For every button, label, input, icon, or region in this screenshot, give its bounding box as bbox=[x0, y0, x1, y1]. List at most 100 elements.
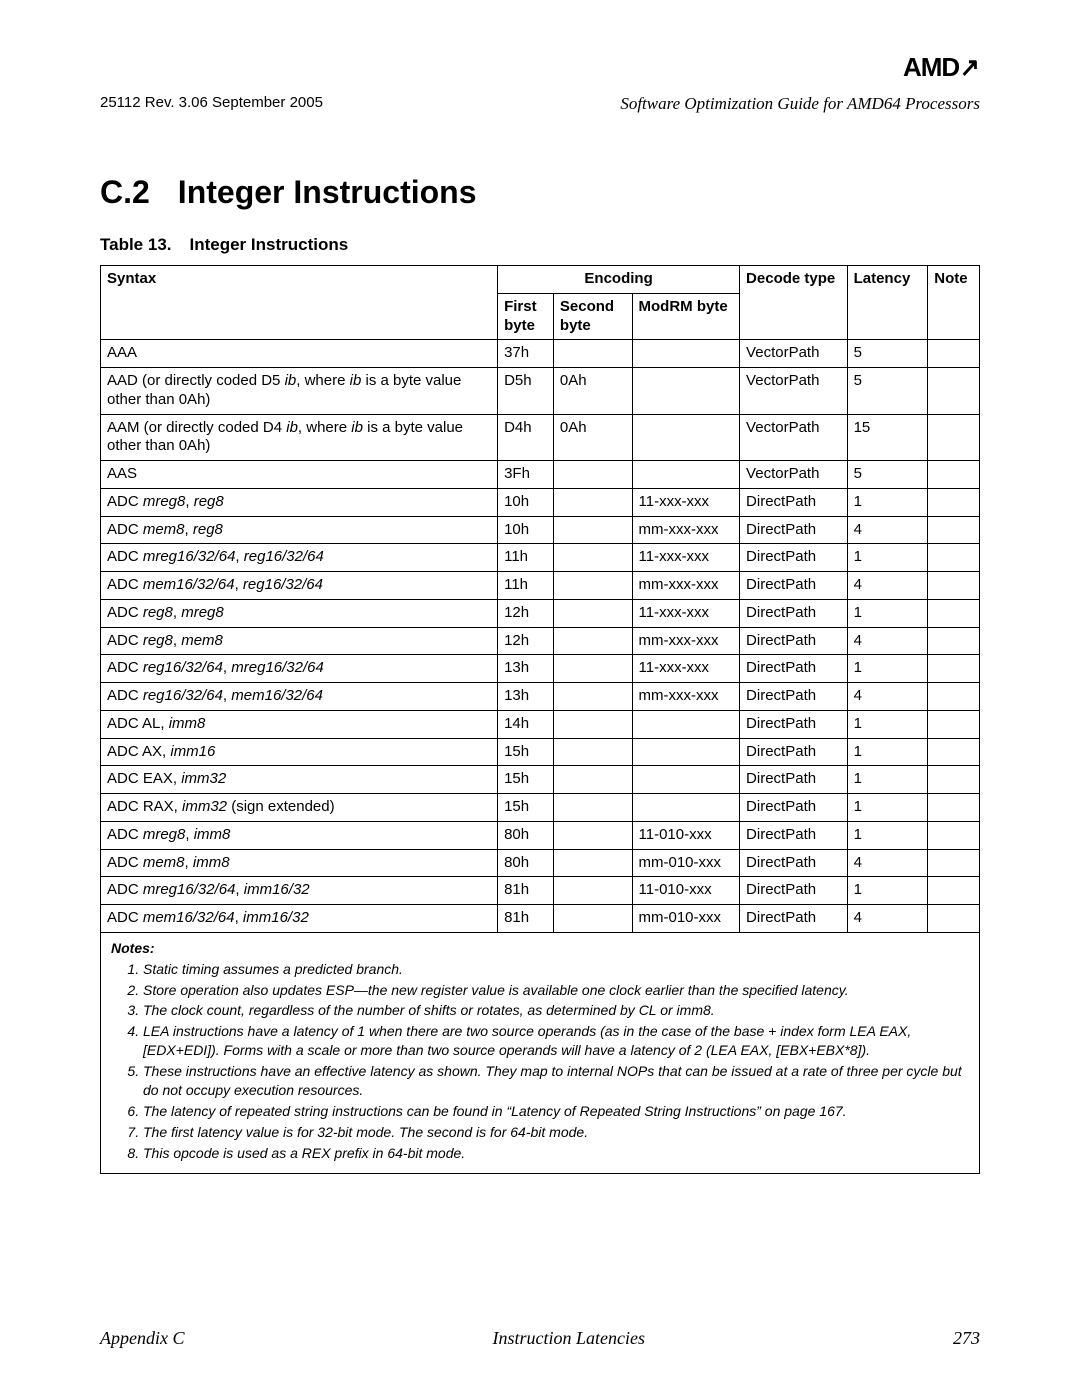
cell-modrm: 11-xxx-xxx bbox=[632, 488, 740, 516]
cell-first-byte: 12h bbox=[498, 599, 554, 627]
cell-note bbox=[928, 340, 980, 368]
cell-second-byte bbox=[553, 877, 632, 905]
cell-decode-type: DirectPath bbox=[740, 655, 848, 683]
th-modrm: ModRM byte bbox=[632, 293, 740, 340]
cell-decode-type: DirectPath bbox=[740, 905, 848, 933]
cell-latency: 5 bbox=[847, 340, 928, 368]
table-row: ADC EAX, imm3215hDirectPath1 bbox=[101, 766, 980, 794]
cell-decode-type: DirectPath bbox=[740, 544, 848, 572]
page-footer: Appendix C Instruction Latencies 273 bbox=[100, 1328, 980, 1349]
header-left: 25112 Rev. 3.06 September 2005 bbox=[100, 94, 323, 114]
cell-decode-type: DirectPath bbox=[740, 821, 848, 849]
notes-title: Notes: bbox=[111, 939, 969, 958]
cell-decode-type: VectorPath bbox=[740, 368, 848, 415]
cell-modrm: 11-xxx-xxx bbox=[632, 544, 740, 572]
cell-decode-type: DirectPath bbox=[740, 683, 848, 711]
cell-second-byte bbox=[553, 821, 632, 849]
th-first-byte: First byte bbox=[498, 293, 554, 340]
table-row: ADC mreg8, imm880h11-010-xxxDirectPath1 bbox=[101, 821, 980, 849]
cell-first-byte: 10h bbox=[498, 516, 554, 544]
cell-syntax: ADC mreg8, imm8 bbox=[101, 821, 498, 849]
table-row: ADC mem8, reg810hmm-xxx-xxxDirectPath4 bbox=[101, 516, 980, 544]
cell-modrm bbox=[632, 461, 740, 489]
cell-second-byte bbox=[553, 488, 632, 516]
footer-center: Instruction Latencies bbox=[493, 1328, 645, 1349]
cell-syntax: AAA bbox=[101, 340, 498, 368]
cell-second-byte bbox=[553, 516, 632, 544]
cell-second-byte bbox=[553, 849, 632, 877]
cell-latency: 1 bbox=[847, 738, 928, 766]
cell-second-byte bbox=[553, 905, 632, 933]
section-name: Integer Instructions bbox=[178, 174, 477, 210]
cell-decode-type: DirectPath bbox=[740, 738, 848, 766]
cell-latency: 1 bbox=[847, 599, 928, 627]
cell-latency: 5 bbox=[847, 368, 928, 415]
page: AMD↗ 25112 Rev. 3.06 September 2005 Soft… bbox=[0, 0, 1080, 1397]
cell-note bbox=[928, 368, 980, 415]
cell-decode-type: DirectPath bbox=[740, 516, 848, 544]
cell-syntax: ADC EAX, imm32 bbox=[101, 766, 498, 794]
cell-syntax: ADC reg16/32/64, mreg16/32/64 bbox=[101, 655, 498, 683]
cell-modrm bbox=[632, 340, 740, 368]
cell-first-byte: 15h bbox=[498, 794, 554, 822]
cell-decode-type: DirectPath bbox=[740, 627, 848, 655]
cell-decode-type: VectorPath bbox=[740, 414, 848, 461]
cell-first-byte: 81h bbox=[498, 877, 554, 905]
logo-text: AMD bbox=[903, 52, 959, 82]
cell-syntax: ADC AL, imm8 bbox=[101, 710, 498, 738]
cell-latency: 4 bbox=[847, 516, 928, 544]
cell-syntax: ADC reg16/32/64, mem16/32/64 bbox=[101, 683, 498, 711]
table-row: ADC AL, imm814hDirectPath1 bbox=[101, 710, 980, 738]
cell-second-byte bbox=[553, 572, 632, 600]
cell-modrm bbox=[632, 738, 740, 766]
table-row: ADC RAX, imm32 (sign extended)15hDirectP… bbox=[101, 794, 980, 822]
cell-second-byte bbox=[553, 738, 632, 766]
table-row: AAS3FhVectorPath5 bbox=[101, 461, 980, 489]
cell-second-byte bbox=[553, 794, 632, 822]
table-row: ADC mem8, imm880hmm-010-xxxDirectPath4 bbox=[101, 849, 980, 877]
cell-second-byte bbox=[553, 710, 632, 738]
cell-note bbox=[928, 821, 980, 849]
cell-modrm bbox=[632, 710, 740, 738]
cell-modrm: mm-xxx-xxx bbox=[632, 627, 740, 655]
table-row: ADC reg16/32/64, mem16/32/6413hmm-xxx-xx… bbox=[101, 683, 980, 711]
note-item: LEA instructions have a latency of 1 whe… bbox=[143, 1022, 969, 1060]
note-item: The clock count, regardless of the numbe… bbox=[143, 1001, 969, 1020]
cell-modrm: 11-010-xxx bbox=[632, 821, 740, 849]
th-latency: Latency bbox=[847, 266, 928, 340]
cell-note bbox=[928, 655, 980, 683]
cell-syntax: ADC mreg16/32/64, imm16/32 bbox=[101, 877, 498, 905]
cell-note bbox=[928, 544, 980, 572]
th-note: Note bbox=[928, 266, 980, 340]
cell-note bbox=[928, 572, 980, 600]
cell-latency: 1 bbox=[847, 710, 928, 738]
footer-right: 273 bbox=[953, 1328, 980, 1349]
cell-note bbox=[928, 516, 980, 544]
cell-syntax: AAS bbox=[101, 461, 498, 489]
cell-syntax: ADC mem16/32/64, reg16/32/64 bbox=[101, 572, 498, 600]
cell-syntax: ADC mem8, imm8 bbox=[101, 849, 498, 877]
cell-latency: 1 bbox=[847, 821, 928, 849]
section-number: C.2 bbox=[100, 174, 150, 210]
cell-note bbox=[928, 710, 980, 738]
cell-note bbox=[928, 461, 980, 489]
logo-arrow-icon: ↗ bbox=[960, 52, 979, 83]
cell-note bbox=[928, 488, 980, 516]
table-row: ADC AX, imm1615hDirectPath1 bbox=[101, 738, 980, 766]
cell-latency: 4 bbox=[847, 683, 928, 711]
cell-syntax: ADC reg8, mreg8 bbox=[101, 599, 498, 627]
cell-second-byte bbox=[553, 340, 632, 368]
footer-left: Appendix C bbox=[100, 1328, 184, 1349]
cell-modrm: mm-010-xxx bbox=[632, 849, 740, 877]
table-row: ADC mreg16/32/64, imm16/3281h11-010-xxxD… bbox=[101, 877, 980, 905]
cell-decode-type: DirectPath bbox=[740, 572, 848, 600]
page-header: 25112 Rev. 3.06 September 2005 Software … bbox=[100, 94, 980, 114]
cell-second-byte bbox=[553, 766, 632, 794]
note-item: These instructions have an effective lat… bbox=[143, 1062, 969, 1100]
table-row: ADC mem16/32/64, imm16/3281hmm-010-xxxDi… bbox=[101, 905, 980, 933]
note-item: The first latency value is for 32-bit mo… bbox=[143, 1123, 969, 1142]
cell-note bbox=[928, 683, 980, 711]
cell-syntax: ADC mreg8, reg8 bbox=[101, 488, 498, 516]
cell-decode-type: DirectPath bbox=[740, 488, 848, 516]
note-item: This opcode is used as a REX prefix in 6… bbox=[143, 1144, 969, 1163]
